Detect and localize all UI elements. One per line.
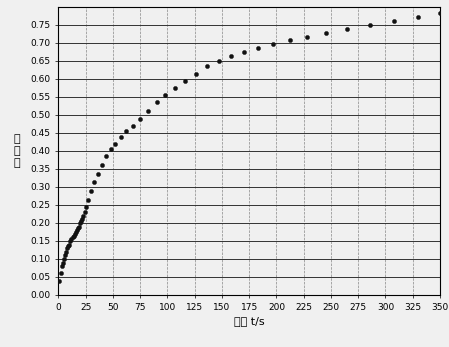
Point (215, 58, 222, 64)
Point (153, 100, 160, 105)
Point (117, 134, 124, 139)
Point (75, 224, 83, 229)
Point (77, 220, 84, 226)
Point (69, 235, 76, 240)
Point (436, 11, 444, 16)
Point (59, 260, 66, 265)
Point (71, 231, 78, 237)
Point (123, 128, 130, 134)
Point (181, 78, 189, 84)
Point (68, 236, 75, 242)
Point (344, 26, 351, 32)
Point (62, 253, 69, 258)
Point (203, 64, 210, 69)
Point (136, 116, 144, 121)
Point (129, 123, 136, 128)
Point (78, 218, 85, 224)
Point (80, 213, 87, 219)
Point (81, 209, 88, 215)
Point (67, 238, 74, 244)
Point (63, 245, 70, 251)
Point (57, 271, 64, 276)
Point (73, 227, 80, 233)
Point (70, 233, 77, 238)
Point (75, 226, 82, 231)
Point (192, 71, 199, 76)
Point (414, 14, 422, 19)
Point (367, 22, 374, 28)
Point (269, 41, 277, 47)
X-axis label: 时间 t/s: 时间 t/s (234, 316, 264, 326)
Point (91, 179, 98, 184)
Point (107, 146, 114, 152)
Point (254, 45, 261, 51)
Point (88, 188, 95, 193)
Point (60, 256, 67, 262)
Point (172, 85, 179, 91)
Point (79, 217, 86, 222)
Point (84, 197, 92, 202)
Point (111, 141, 119, 146)
Y-axis label: 扩
散
率: 扩 散 率 (13, 134, 20, 168)
Point (304, 34, 311, 40)
Point (162, 92, 169, 98)
Point (62, 249, 70, 255)
Point (58, 263, 65, 269)
Point (391, 18, 398, 23)
Point (103, 154, 110, 159)
Point (72, 229, 79, 235)
Point (240, 49, 247, 55)
Point (322, 31, 329, 36)
Point (65, 244, 72, 249)
Point (286, 37, 293, 43)
Point (56, 278, 63, 283)
Point (66, 242, 73, 247)
Point (144, 109, 151, 114)
Point (98, 162, 106, 168)
Point (227, 53, 234, 59)
Point (94, 171, 101, 177)
Point (82, 204, 89, 210)
